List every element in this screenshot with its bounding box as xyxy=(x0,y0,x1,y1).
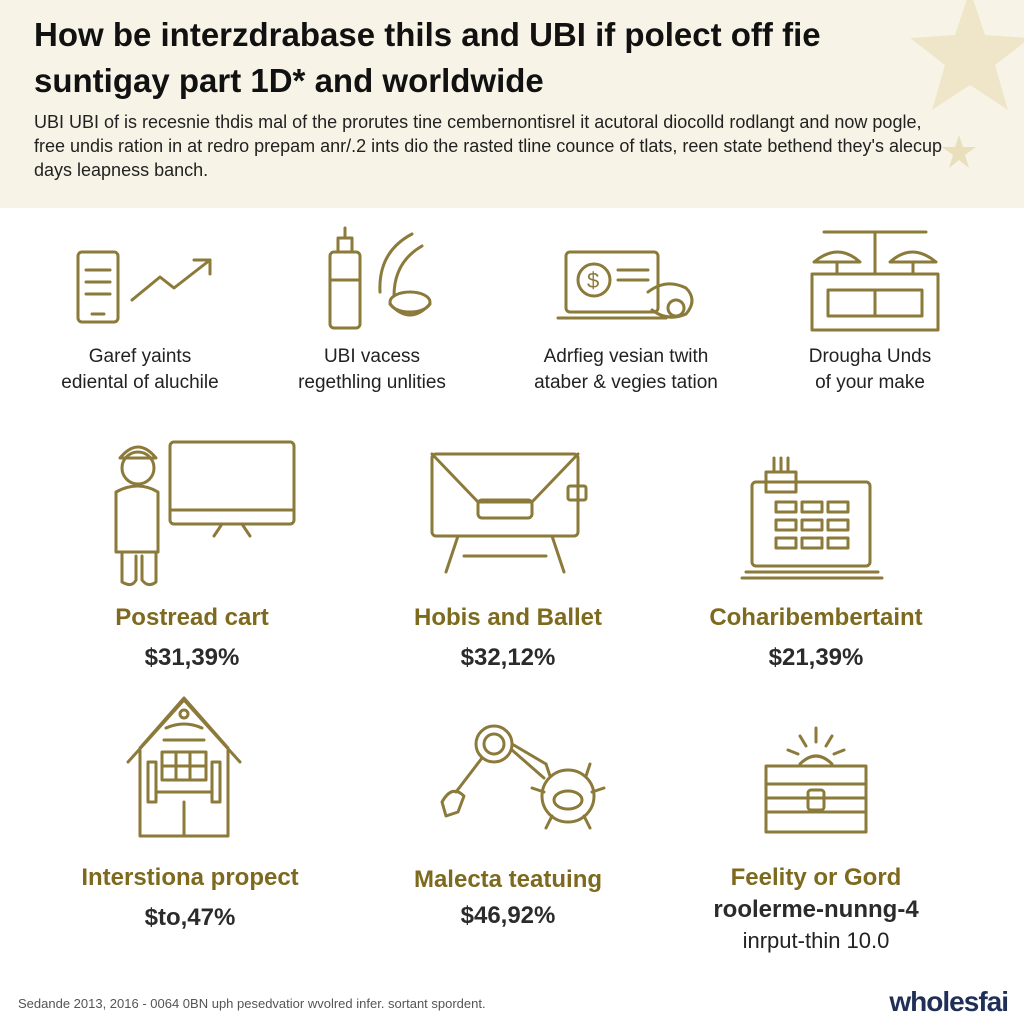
card-value: $32,12% xyxy=(460,644,556,671)
page-title: How be interzdrabase thils and UBI if po… xyxy=(34,12,934,104)
card-value: $to,47% xyxy=(144,904,236,931)
shelf-lamps-icon xyxy=(810,230,940,332)
small-star-icon xyxy=(942,135,976,168)
card-name: Hobis and Ballet xyxy=(413,604,603,631)
card-value: $46,92% xyxy=(460,902,556,929)
caption-line-1: Garef yaints xyxy=(88,346,192,367)
card-5: Malecta teatuing $46,92% xyxy=(358,692,658,942)
top-item-caption: UBI vacess regethling unlities xyxy=(262,344,482,396)
card-2: Hobis and Ballet $32,12% xyxy=(358,432,658,682)
caption-line-1: UBI vacess xyxy=(323,346,421,367)
title-line-2: suntigay part 1D* and worldwide xyxy=(34,62,544,99)
caption-line-1: Adrfieg vesian twith xyxy=(543,346,709,367)
card-value: roolerme-nunng-4 xyxy=(713,896,919,923)
bottle-tools-icon xyxy=(328,226,432,330)
billboard-icon xyxy=(430,452,588,574)
laptop-dollar-icon: $ xyxy=(556,250,694,320)
top-item-caption: Adrfieg vesian twith ataber & vegies tat… xyxy=(516,344,736,396)
top-item-caption: Drougha Unds of your make xyxy=(760,344,980,396)
card-name: Malecta teatuing xyxy=(413,866,603,893)
card-name: Feelity or Gord xyxy=(730,864,902,891)
caption-line-2: regethling unlities xyxy=(298,372,446,393)
star-decoration-icon xyxy=(910,0,1024,110)
card-3: Coharibembertaint $21,39% xyxy=(666,432,966,682)
card-name: Postread cart xyxy=(115,604,269,631)
card-value: $31,39% xyxy=(144,644,240,671)
caption-line-1: Drougha Unds xyxy=(808,346,932,367)
top-item-1: Garef yaints ediental of aluchile xyxy=(30,222,250,412)
card-name: Interstiona propect xyxy=(81,864,299,891)
intro-paragraph: UBI UBI of is recesnie thdis mal of the … xyxy=(34,112,942,180)
house-icon xyxy=(126,696,242,838)
worker-monitor-icon xyxy=(114,440,296,587)
card-4: Interstiona propect $to,47% xyxy=(40,692,340,942)
brand-logo[interactable]: wholesfai xyxy=(889,986,1009,1017)
svg-text:$: $ xyxy=(587,268,599,293)
laptop-grid-icon xyxy=(740,456,884,580)
caption-line-2: of your make xyxy=(815,372,925,393)
caption-line-2: ataber & vegies tation xyxy=(534,372,718,393)
card-value: $21,39% xyxy=(768,644,864,671)
top-item-caption: Garef yaints ediental of aluchile xyxy=(30,344,250,396)
card-name: Coharibembertaint xyxy=(709,604,923,631)
top-item-4: Drougha Unds of your make xyxy=(760,222,980,412)
card-1: Postread cart $31,39% xyxy=(42,432,342,682)
title-line-1: How be interzdrabase thils and UBI if po… xyxy=(34,16,821,53)
card-6: Feelity or Gord roolerme-nunng-4 inrput-… xyxy=(666,692,966,962)
card-extra-text: inrput-thin 10.0 xyxy=(742,928,890,953)
magnifier-creature-icon xyxy=(440,724,606,830)
header-banner: How be interzdrabase thils and UBI if po… xyxy=(0,0,1024,208)
top-item-3: $ Adrfieg vesian twith ataber & vegies t… xyxy=(516,222,736,412)
footer-note: Sedande 2013, 2016 - 0064 0BN uph pesedv… xyxy=(18,996,486,1011)
phone-growth-icon xyxy=(76,250,212,324)
caption-line-2: ediental of aluchile xyxy=(61,372,219,393)
top-item-2: UBI vacess regethling unlities xyxy=(262,222,482,412)
box-sun-icon xyxy=(764,726,868,834)
